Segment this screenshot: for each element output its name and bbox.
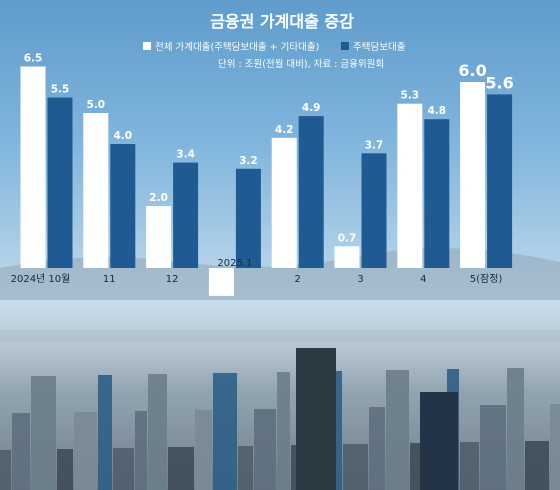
building — [113, 448, 134, 490]
legend-swatch-mortgage — [341, 42, 349, 50]
legend-label-total: 전체 가계대출(주택담보대출 + 기타대출) — [155, 41, 319, 53]
x-tick-label: 5(잠정) — [470, 273, 503, 285]
bar-mortgage — [110, 144, 136, 268]
bar-value-label: 6.5 — [24, 53, 43, 65]
bar-mortgage — [298, 116, 324, 268]
bar-value-label: 4.8 — [427, 105, 446, 117]
chart-title: 금융권 가계대출 증감 — [210, 12, 354, 31]
bar-value-label: 6.0 — [458, 61, 486, 80]
tower-building — [296, 348, 336, 490]
bar-value-label: -0.9 — [210, 283, 233, 295]
x-tick-label: 3 — [357, 274, 363, 285]
building — [213, 373, 237, 490]
x-tick-label: 12 — [166, 274, 179, 285]
bar-mortgage — [173, 162, 199, 268]
bar-value-label: 5.5 — [51, 84, 70, 96]
bar-value-label: 3.2 — [239, 155, 258, 167]
bar-total — [460, 82, 486, 268]
building — [460, 442, 479, 490]
x-tick-label: 2 — [295, 274, 301, 285]
bar-total — [146, 206, 172, 268]
x-tick-labels: 2024년 10월 11 12 2025.1 2 3 4 5(잠정) — [11, 258, 503, 285]
building — [277, 372, 290, 490]
bar-value-label: 4.2 — [275, 124, 294, 136]
chart-subtitle: 단위 : 조원(전월 대비), 자료 : 금융위원회 — [218, 58, 384, 70]
bar-total — [334, 246, 360, 268]
building — [254, 409, 276, 490]
building — [195, 410, 212, 490]
building — [168, 447, 194, 490]
bar-value-label: 4.0 — [113, 130, 132, 142]
bar-total — [208, 268, 234, 296]
building — [550, 404, 560, 490]
bar-total — [20, 66, 46, 268]
bar-value-label: 5.6 — [485, 73, 513, 92]
bar-value-label: 3.7 — [365, 139, 384, 151]
bar-labels-layer: 6.5 5.5 5.0 4.0 2.0 3.4 -0.9 3.2 4.2 4.9 0.7 3.7 5.3… — [24, 53, 514, 295]
river-band — [0, 330, 560, 342]
building — [238, 446, 253, 490]
bar-mortgage — [235, 168, 261, 268]
building — [0, 450, 11, 490]
bar-mortgage — [361, 153, 387, 268]
building — [12, 413, 30, 490]
x-tick-label: 2024년 10월 — [11, 273, 71, 285]
bar-mortgage — [487, 94, 513, 269]
bar-value-label: 3.4 — [176, 149, 195, 161]
x-tick-label: 4 — [420, 274, 426, 285]
bar-total — [271, 137, 297, 268]
bar-value-label: 5.3 — [400, 90, 419, 102]
legend-swatch-total — [143, 42, 151, 50]
bar-total — [83, 113, 109, 268]
bar-mortgage — [424, 119, 450, 268]
building — [148, 374, 167, 490]
bar-mortgage — [47, 97, 73, 268]
building — [98, 375, 112, 490]
bar-value-label: 4.9 — [302, 102, 321, 114]
legend-label-mortgage: 주택담보대출 — [353, 41, 406, 53]
building — [480, 405, 506, 490]
tower-building — [420, 392, 458, 490]
bar-value-label: 5.0 — [86, 99, 105, 111]
building — [74, 412, 97, 490]
bar-total — [397, 103, 423, 268]
building — [369, 407, 385, 490]
bars-layer — [20, 66, 513, 296]
bar-value-label: 0.7 — [338, 232, 357, 244]
building — [57, 449, 73, 490]
x-tick-label: 11 — [103, 274, 116, 285]
building — [135, 411, 147, 490]
building — [507, 368, 524, 490]
building — [343, 444, 368, 490]
building — [386, 370, 409, 490]
x-tick-label: 2025.1 — [217, 258, 252, 269]
bar-value-label: 2.0 — [149, 192, 168, 204]
building — [525, 441, 549, 490]
city-skyline-photo — [0, 248, 560, 490]
building — [31, 376, 56, 490]
